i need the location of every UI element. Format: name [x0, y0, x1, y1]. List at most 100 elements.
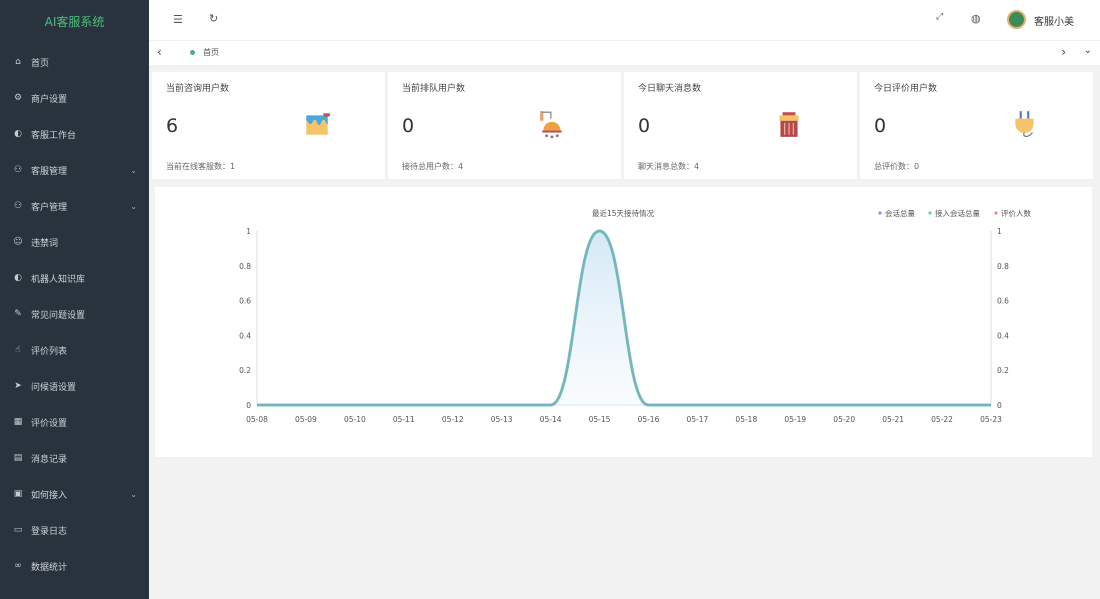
app-logo: AI客服系统: [44, 15, 105, 29]
line-chart: 最近15天接待情况 0 0 0.2 0.2 0.4 0.4 0.6 0.6 0.8 0.8 1 1 05-…: [239, 208, 1031, 424]
sidebar-item[interactable]: ▦ 评价设置: [0, 404, 149, 440]
sidebar-item-label: 客服管理: [31, 166, 68, 177]
sidebar-item[interactable]: ⚇ 客户管理 ⌄: [0, 188, 149, 224]
stat-card: 今日评价用户数 0 总评价数：0: [860, 72, 1093, 179]
y-tick-label: 1: [246, 227, 251, 236]
stat-title: 今日评价用户数: [874, 84, 938, 94]
sidebar-item[interactable]: ▣ 如何接入 ⌄: [0, 476, 149, 512]
tab-scroll-right-icon[interactable]: ›: [1061, 45, 1066, 59]
legend-marker: [878, 211, 882, 215]
sidebar-item-label: 客服工作台: [31, 130, 77, 141]
thumb-icon: ☝: [15, 345, 21, 355]
globe-icon[interactable]: ◍: [971, 12, 981, 25]
y-tick-label-right: 0.4: [997, 331, 1009, 340]
x-tick-label: 05-20: [833, 415, 855, 424]
sidebar-item[interactable]: ▭ 登录日志: [0, 512, 149, 548]
y-tick-label-right: 0.2: [997, 366, 1009, 375]
x-tick-label: 05-15: [589, 415, 611, 424]
x-tick-label: 05-10: [344, 415, 366, 424]
x-tick-label: 05-22: [931, 415, 953, 424]
x-tick-label: 05-11: [393, 415, 415, 424]
robot-icon: ◐: [14, 273, 22, 283]
x-tick-label: 05-19: [784, 415, 806, 424]
stat-value: 6: [166, 115, 179, 137]
tab-dropdown-icon[interactable]: ⌄: [1083, 45, 1092, 56]
gear-icon: ⚙: [13, 93, 23, 103]
avatar[interactable]: [1007, 10, 1026, 29]
sidebar-item-label: 如何接入: [31, 490, 68, 501]
edit-icon: ✎: [14, 309, 22, 319]
tab-home[interactable]: 首页: [203, 48, 219, 57]
x-tick-label: 05-23: [980, 415, 1002, 424]
y-tick-label: 0.2: [239, 366, 251, 375]
tab-scroll-left-icon[interactable]: ‹: [157, 45, 162, 59]
stat-value: 0: [874, 115, 887, 137]
top-header: ☰ ↻ ⤢ ◍ 客服小美: [149, 0, 1100, 40]
home-icon: ⌂: [15, 57, 21, 67]
refresh-icon[interactable]: ↻: [209, 12, 219, 25]
active-dot: [190, 50, 195, 55]
sidebar-item[interactable]: ∞ 数据统计: [0, 548, 149, 584]
sidebar-item-label: 数据统计: [31, 562, 68, 573]
sidebar-item[interactable]: ☝ 评价列表: [0, 332, 149, 368]
x-tick-label: 05-17: [687, 415, 709, 424]
sidebar-item[interactable]: ✎ 常见问题设置: [0, 296, 149, 332]
chart-title: 最近15天接待情况: [592, 208, 655, 218]
legend-marker: [928, 211, 932, 215]
sidebar-item[interactable]: ◐ 客服工作台: [0, 116, 149, 152]
sidebar-item[interactable]: ⚙ 商户设置: [0, 80, 149, 116]
trash-icon: [779, 112, 799, 137]
sidebar-item-label: 首页: [31, 58, 50, 69]
sidebar-item-label: 违禁词: [31, 238, 59, 249]
tab-bar: ‹ 首页 › ⌄: [149, 40, 1100, 65]
chevron-down-icon: ⌄: [130, 489, 137, 499]
sidebar-item-label: 商户设置: [31, 94, 68, 105]
plug-icon: ▣: [13, 489, 23, 499]
chevron-down-icon: ⌄: [130, 165, 137, 175]
fullscreen-icon[interactable]: ⤢: [936, 12, 944, 22]
sidebar-item-label: 消息记录: [31, 454, 68, 465]
user-icon: ⚇: [13, 165, 23, 175]
stat-card: 当前排队用户数 0 接待总用户数：4: [388, 72, 621, 179]
sidebar-item-label: 评价设置: [31, 418, 68, 429]
y-tick-label-right: 0: [997, 401, 1002, 410]
smile-icon: ☺: [13, 237, 23, 247]
stat-title: 当前咨询用户数: [166, 84, 230, 94]
legend-label: 会话总量: [885, 208, 915, 218]
x-tick-label: 05-21: [882, 415, 904, 424]
sidebar-item[interactable]: ☺ 违禁词: [0, 224, 149, 260]
y-tick-label-right: 0.8: [997, 262, 1009, 271]
y-tick-label: 0.8: [239, 262, 251, 271]
menu-fold-icon[interactable]: ☰: [173, 13, 183, 26]
shower-icon: [540, 111, 562, 139]
log-icon: ▭: [13, 525, 23, 535]
x-tick-label: 05-13: [491, 415, 513, 424]
stat-card: 当前咨询用户数 6 当前在线客服数：1: [152, 72, 385, 179]
stat-value: 0: [638, 115, 651, 137]
headset-icon: ◐: [14, 129, 22, 139]
users-icon: ⚇: [13, 201, 23, 211]
sidebar-item[interactable]: ➤ 问候语设置: [0, 368, 149, 404]
x-tick-label: 05-14: [540, 415, 562, 424]
sidebar-item-label: 常见问题设置: [31, 310, 86, 321]
sidebar-item[interactable]: ▤ 消息记录: [0, 440, 149, 476]
stat-footer: 聊天消息总数：4: [638, 162, 700, 171]
y-tick-label: 0.4: [239, 331, 251, 340]
chart-icon: ∞: [14, 561, 22, 571]
stat-footer: 总评价数：0: [874, 162, 920, 171]
paint-bucket-icon: [306, 113, 330, 135]
sidebar-item-label: 评价列表: [31, 346, 68, 357]
plug-icon: [1015, 111, 1034, 137]
stat-footer: 接待总用户数：4: [402, 162, 464, 171]
calendar-icon: ▦: [13, 417, 23, 427]
sidebar: AI客服系统 ⌂ 首页 ⚙ 商户设置 ◐ 客服工作台 ⚇ 客服管理 ⌄ ⚇ 客户管理 ⌄ ☺ 违禁词 ◐ 机器…: [0, 0, 149, 599]
x-tick-label: 05-16: [638, 415, 660, 424]
sidebar-item[interactable]: ⌂ 首页: [0, 44, 149, 80]
x-tick-label: 05-18: [735, 415, 757, 424]
sidebar-item[interactable]: ◐ 机器人知识库: [0, 260, 149, 296]
sidebar-item[interactable]: ⚇ 客服管理 ⌄: [0, 152, 149, 188]
stat-card: 今日聊天消息数 0 聊天消息总数：4: [624, 72, 857, 179]
user-name[interactable]: 客服小美: [1034, 17, 1074, 28]
sidebar-item-label: 登录日志: [31, 526, 68, 537]
x-tick-label: 05-08: [246, 415, 268, 424]
